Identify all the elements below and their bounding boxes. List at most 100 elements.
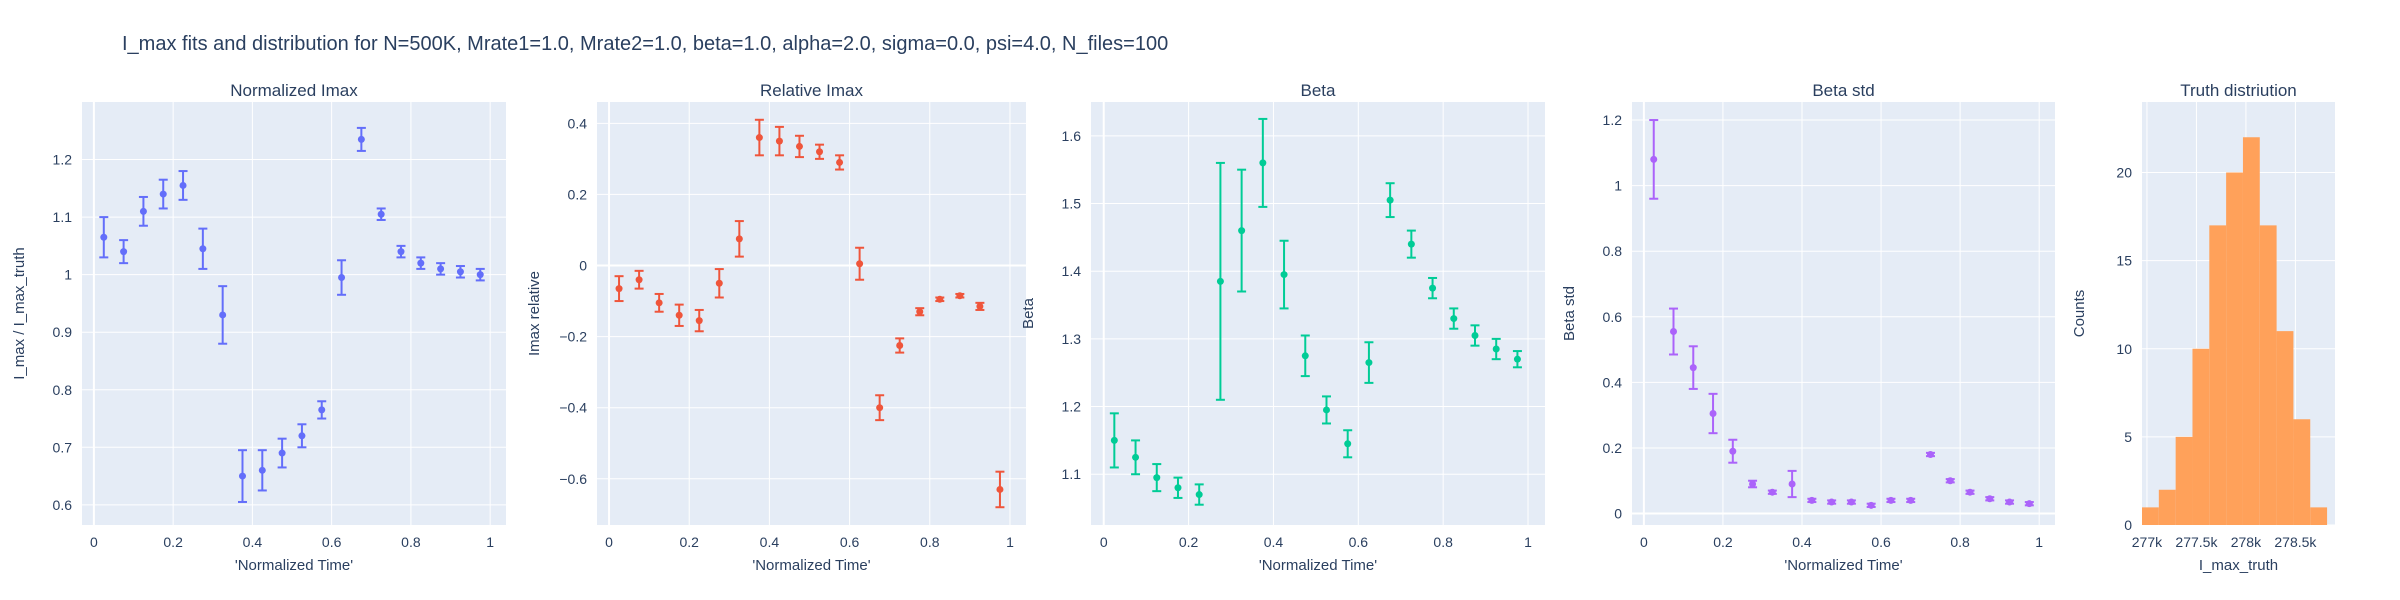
data-point [1907,496,1915,504]
data-point [1280,271,1288,279]
data-point [100,233,108,241]
plot-area [1632,102,2055,525]
data-point [357,135,365,143]
x-tick-label: 0.4 [760,534,780,550]
histogram-bar [2310,507,2328,525]
x-tick-label: 1 [486,534,494,550]
data-point [139,207,147,215]
data-point [377,210,385,218]
data-point [179,181,187,189]
x-tick-label: 0 [90,534,98,550]
data-point [735,235,743,243]
data-point [1238,227,1246,235]
y-axis-label: Beta [1020,297,1037,329]
y-tick-label: 15 [2116,253,2132,269]
y-tick-label: −0.4 [559,400,587,416]
x-tick-label: 0 [1100,534,1108,550]
plot-area [82,102,506,525]
histogram-bar [2175,436,2193,525]
x-axis-label: 'Normalized Time' [752,557,870,574]
x-tick-label: 0.2 [1179,534,1199,550]
x-tick-label: 0.2 [1713,534,1733,550]
y-tick-label: 0 [579,258,587,274]
data-point [755,134,763,142]
data-point [258,466,266,474]
data-point [1429,284,1437,292]
subplot-3: 0 0.2 0.4 0.6 0.8 1 1.1 1.2 1.3 1.4 1.5 1.6 Beta 'Nor… [1020,81,1545,574]
data-point [816,148,824,156]
data-point [437,265,445,273]
data-point [1301,352,1309,360]
data-point [695,317,703,325]
data-point [476,271,484,279]
y-tick-label: 0.6 [1603,309,1623,325]
y-tick-label: 1.6 [1062,128,1082,144]
subplot-1: 0 0.2 0.4 0.6 0.8 1 0.6 0.7 0.8 0.9 1 1.1 1.2 Normali… [11,81,506,574]
data-point [1926,451,1934,458]
subplot-2: 0 0.2 0.4 0.6 0.8 1 −0.6 −0.4 −0.2 0 0.2 0.4 Relativ… [526,81,1026,574]
data-point [338,274,346,282]
y-tick-label: 1.5 [1062,196,1082,212]
data-point [876,404,884,412]
data-point [1670,328,1678,336]
data-point [956,292,964,300]
x-axis-label: 'Normalized Time' [1784,557,1902,574]
data-point [1344,440,1352,448]
x-tick-label: 277.5k [2175,534,2218,550]
histogram-bar [2276,331,2294,525]
histogram-bar [2226,172,2243,525]
data-point [1650,155,1658,163]
data-point [199,245,207,253]
data-point [1867,501,1875,509]
y-tick-label: 1.2 [1603,112,1623,128]
subplot-title: Beta [1301,81,1337,100]
data-point [1946,477,1954,485]
x-tick-label: 0 [605,534,613,550]
data-point [1195,491,1203,499]
subplot-4: 0 0.2 0.4 0.6 0.8 1 0 0.2 0.4 0.6 0.8 1 1.2 Beta std '… [1561,81,2055,574]
y-tick-label: 5 [2124,429,2132,445]
data-point [120,248,128,256]
x-axis-label: 'Normalized Time' [1259,557,1377,574]
x-tick-label: 277k [2132,534,2163,550]
y-tick-label: 1.4 [1062,263,1082,279]
histogram-bar [2293,419,2311,525]
data-point [1768,488,1776,496]
x-tick-label: 1 [2035,534,2043,550]
y-axis-label: I_max / I_max_truth [11,247,28,380]
x-tick-label: 0.2 [679,534,699,550]
x-tick-label: 0.4 [1792,534,1812,550]
x-tick-label: 278k [2231,534,2262,550]
x-axis-label: I_max_truth [2199,557,2278,574]
x-tick-label: 0.6 [1349,534,1369,550]
plot-area [597,102,1026,525]
data-point [1450,315,1458,323]
data-point [1365,359,1373,367]
data-point [1513,355,1521,363]
data-point [1788,480,1796,488]
data-point [397,248,405,256]
x-tick-label: 278.5k [2274,534,2317,550]
data-point [996,485,1004,493]
y-axis-label: Counts [2071,290,2088,338]
subplot-title: Beta std [1812,81,1874,100]
histogram-bar [2192,348,2210,525]
data-point [1808,496,1816,504]
subplot-title: Relative Imax [760,81,863,100]
data-point [836,158,844,166]
y-tick-label: 0 [1614,506,1622,522]
x-tick-label: 1 [1524,534,1532,550]
data-point [916,308,924,316]
plot-area [1091,102,1545,525]
data-point [635,276,643,284]
data-point [615,285,623,293]
data-point [675,311,683,319]
data-point [936,295,944,303]
data-point [1847,498,1855,506]
y-tick-label: 0.4 [568,115,588,131]
data-point [1216,277,1224,285]
x-tick-label: 0.6 [840,534,860,550]
y-tick-label: 1 [1614,178,1622,194]
subplot-title: Normalized Imax [230,81,358,100]
